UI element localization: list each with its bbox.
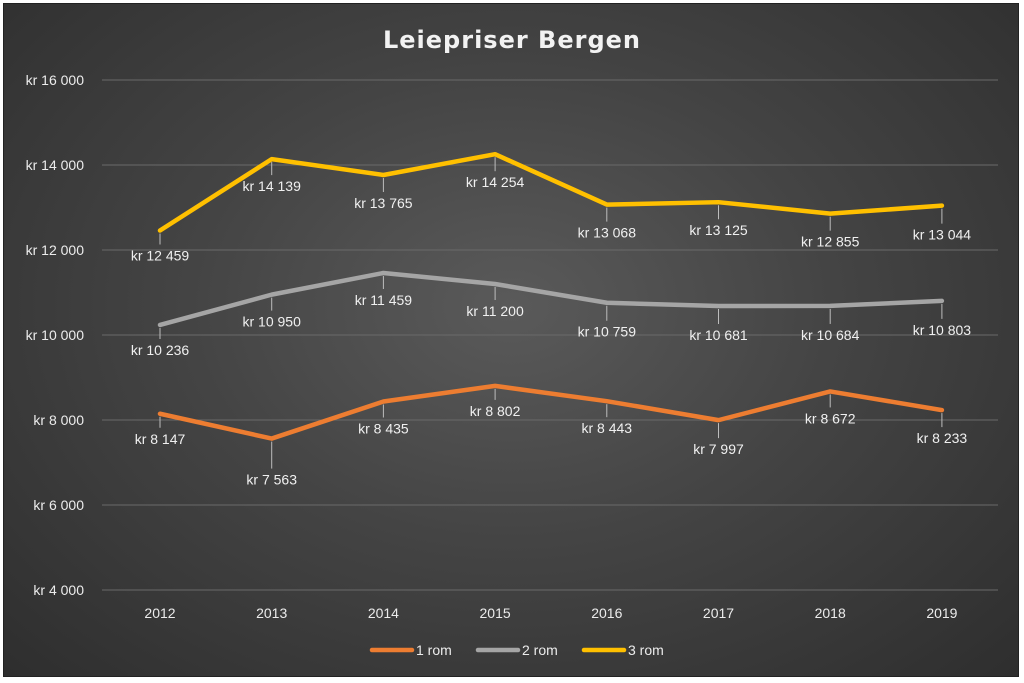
x-tick-label: 2014: [368, 605, 399, 621]
data-label: kr 10 759: [578, 324, 637, 340]
data-label: kr 7 997: [693, 441, 744, 457]
data-label: kr 14 139: [243, 178, 302, 194]
data-label: kr 8 443: [582, 420, 633, 436]
data-label: kr 10 236: [131, 342, 190, 358]
series-line-2-rom: [157, 270, 945, 328]
data-label: kr 10 684: [801, 327, 860, 343]
data-label: kr 10 950: [243, 314, 302, 330]
data-label: kr 7 563: [246, 472, 297, 488]
data-label: kr 10 681: [689, 327, 748, 343]
x-tick-label: 2017: [703, 605, 734, 621]
y-tick-label: kr 8 000: [33, 412, 84, 428]
legend: 1 rom 2 rom 3 rom: [369, 642, 664, 658]
gridlines: [102, 79, 998, 591]
x-tick-label: 2016: [591, 605, 622, 621]
data-label: kr 10 803: [913, 322, 972, 338]
x-tick-label: 2012: [144, 605, 175, 621]
data-label: kr 8 233: [917, 430, 968, 446]
y-tick-label: kr 12 000: [26, 242, 85, 258]
series-line-1-rom: [157, 383, 945, 441]
chart-title: Leiepriser Bergen: [383, 26, 641, 54]
data-label: kr 12 459: [131, 247, 190, 263]
y-tick-label: kr 14 000: [26, 157, 85, 173]
legend-entry: 2 rom: [522, 642, 558, 658]
series-lines: [157, 151, 945, 441]
y-axis-labels: kr 4 000 kr 6 000 kr 8 000 kr 10 000 kr 12 0…: [26, 72, 85, 598]
data-labels: kr 8 147 kr 7 563 kr 8 435 kr 8 802 kr 8 443…: [131, 157, 972, 488]
data-label: kr 13 765: [354, 195, 413, 211]
data-label: kr 8 435: [358, 421, 409, 437]
x-tick-label: 2013: [256, 605, 287, 621]
data-label: kr 14 254: [466, 174, 525, 190]
x-axis-labels: 2012 2013 2014 2015 2016 2017 2018 2019: [144, 605, 957, 621]
x-tick-label: 2018: [815, 605, 846, 621]
x-tick-label: 2015: [480, 605, 511, 621]
series-line-3-rom: [157, 151, 945, 233]
y-tick-label: kr 4 000: [33, 582, 84, 598]
y-tick-label: kr 10 000: [26, 327, 85, 343]
data-label: kr 8 147: [135, 431, 186, 447]
data-label: kr 11 459: [355, 292, 413, 308]
data-label: kr 13 044: [913, 227, 972, 243]
x-tick-label: 2019: [926, 605, 957, 621]
legend-entry: 3 rom: [628, 642, 664, 658]
data-label: kr 8 802: [470, 403, 521, 419]
y-tick-label: kr 6 000: [33, 497, 84, 513]
data-label: kr 13 068: [578, 225, 637, 241]
data-label: kr 11 200: [466, 303, 524, 319]
y-tick-label: kr 16 000: [26, 72, 85, 88]
chart-frame: [3, 3, 1019, 677]
data-label: kr 8 672: [805, 410, 856, 426]
data-label: kr 12 855: [801, 234, 860, 250]
data-label: kr 13 125: [689, 222, 748, 238]
legend-entry: 1 rom: [416, 642, 452, 658]
